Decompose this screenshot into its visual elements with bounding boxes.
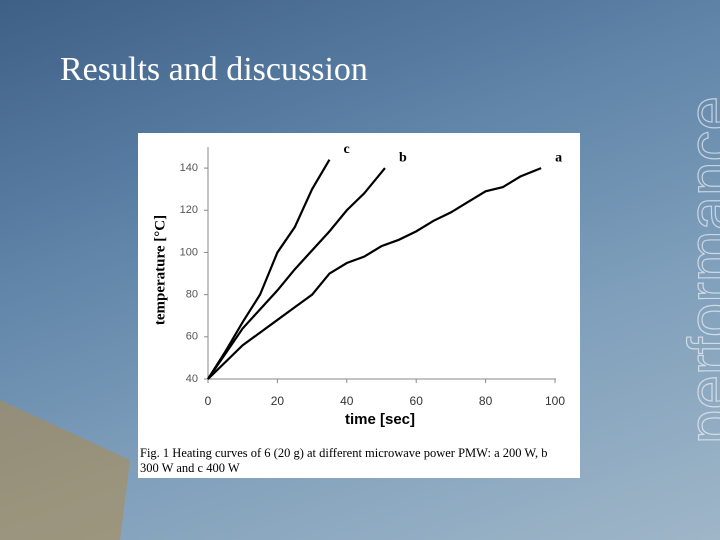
x-tick-label: 0 bbox=[205, 394, 212, 408]
y-tick-label: 100 bbox=[180, 246, 198, 258]
series-line bbox=[207, 167, 542, 380]
caption-text: Fig. 1 Heating curves of 6 (20 g) at dif… bbox=[140, 446, 548, 475]
x-tick-label: 20 bbox=[271, 394, 285, 408]
y-tick-label: 80 bbox=[186, 289, 198, 301]
caption-line: 300 W and c 400 W bbox=[140, 461, 240, 475]
decor-shape bbox=[0, 400, 130, 540]
y-axis-label: temperature [°C] bbox=[152, 215, 168, 325]
caption-line: Fig. 1 Heating curves of 6 (20 g) at dif… bbox=[140, 446, 548, 460]
watermark: performance bbox=[676, 96, 720, 444]
x-tick-label: 40 bbox=[340, 394, 354, 408]
y-tick-label: 60 bbox=[186, 331, 198, 343]
x-tick-label: 80 bbox=[479, 394, 493, 408]
series-label: a bbox=[555, 150, 562, 165]
y-tick-label: 120 bbox=[180, 204, 198, 216]
chart-panel bbox=[138, 133, 580, 478]
series-label: b bbox=[399, 150, 407, 165]
series-label: c bbox=[343, 142, 349, 157]
y-tick-label: 140 bbox=[180, 162, 198, 174]
series-line bbox=[207, 167, 386, 380]
y-tick-label: 40 bbox=[186, 373, 198, 385]
series-line bbox=[207, 159, 331, 380]
x-tick-label: 100 bbox=[545, 394, 565, 408]
slide-title: Results and discussion bbox=[60, 51, 368, 88]
x-tick-label: 60 bbox=[410, 394, 424, 408]
x-axis-label: time [sec] bbox=[345, 411, 415, 428]
caption: Fig. 1 Heating curves of 6 (20 g) at dif… bbox=[140, 446, 548, 475]
